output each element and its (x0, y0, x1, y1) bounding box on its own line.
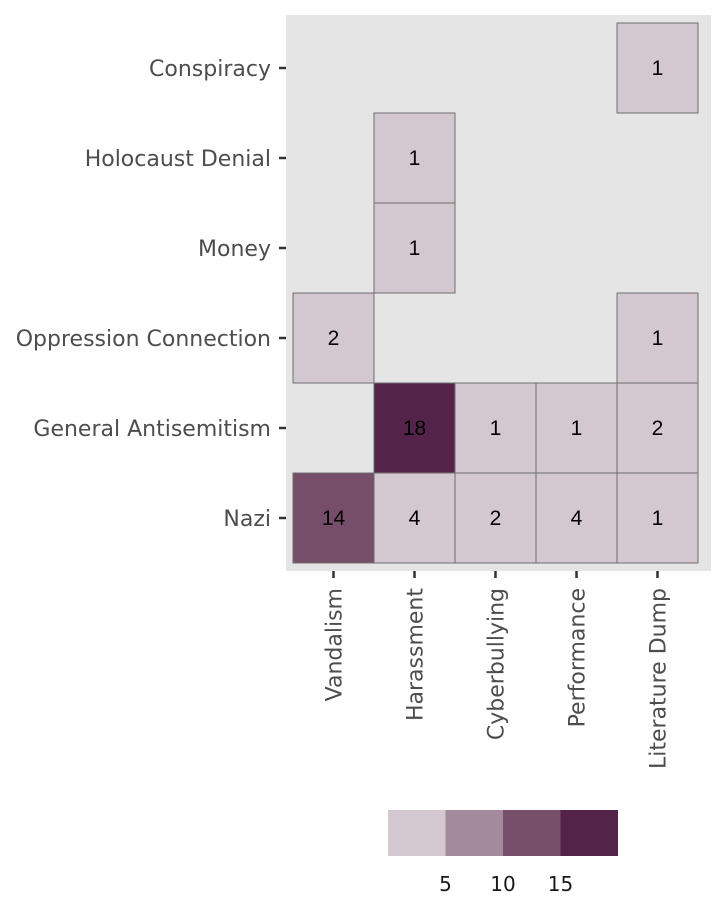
cell-literature-dump-oppression-connection (616, 292, 699, 384)
cell-value-literature-dump-general-antisemitism: 2 (652, 417, 664, 440)
y-tick-label-general-antisemitism: General Antisemitism (33, 417, 271, 442)
cell-value-cyberbullying-nazi: 2 (490, 507, 502, 530)
legend-swatch-20 (560, 810, 618, 856)
heatmap-cells: 1 1 1 2 1 18 1 1 2 14 4 2 4 1 (292, 22, 699, 564)
x-tick-label-performance: Performance (566, 588, 591, 727)
y-tick-label-holocaust-denial: Holocaust Denial (85, 147, 271, 172)
cell-vandalism-nazi (292, 472, 375, 564)
cell-value-performance-nazi: 4 (571, 507, 583, 530)
cell-value-harassment-general-antisemitism: 18 (403, 417, 426, 440)
x-tick-label-literature-dump: Literature Dump (647, 588, 672, 769)
color-legend: 5 10 15 (388, 810, 618, 896)
cell-value-vandalism-oppression-connection: 2 (328, 327, 340, 350)
legend-tick-label-15: 15 (548, 872, 573, 896)
x-tick-label-cyberbullying: Cyberbullying (485, 588, 510, 740)
cell-harassment-nazi (373, 472, 456, 564)
x-tick-label-harassment: Harassment (404, 588, 429, 721)
cell-value-performance-general-antisemitism: 1 (571, 417, 583, 440)
cell-literature-dump-general-antisemitism (616, 382, 699, 474)
cell-cyberbullying-nazi (454, 472, 537, 564)
x-tick-label-vandalism: Vandalism (323, 588, 348, 701)
x-axis: Vandalism Harassment Cyberbullying Performa… (323, 571, 672, 769)
cell-value-harassment-money: 1 (409, 237, 421, 260)
legend-tick-label-5: 5 (439, 872, 452, 896)
y-tick-label-conspiracy: Conspiracy (149, 57, 271, 82)
cell-literature-dump-conspiracy (616, 22, 699, 114)
cell-value-literature-dump-oppression-connection: 1 (652, 327, 664, 350)
cell-value-cyberbullying-general-antisemitism: 1 (490, 417, 502, 440)
cell-performance-general-antisemitism (535, 382, 618, 474)
cell-value-harassment-nazi: 4 (409, 507, 421, 530)
cell-value-literature-dump-conspiracy: 1 (652, 57, 664, 80)
y-tick-label-money: Money (198, 237, 271, 262)
cell-harassment-holocaust-denial (373, 112, 456, 204)
cell-performance-nazi (535, 472, 618, 564)
y-axis: Conspiracy Holocaust Denial Money Oppressio… (16, 57, 286, 532)
y-tick-label-oppression-connection: Oppression Connection (16, 327, 271, 352)
cell-literature-dump-nazi (616, 472, 699, 564)
legend-swatch-15 (503, 810, 561, 856)
legend-swatch-5 (388, 810, 446, 856)
cell-value-harassment-holocaust-denial: 1 (409, 147, 421, 170)
legend-swatch-10 (445, 810, 503, 856)
cell-value-vandalism-nazi: 14 (322, 507, 346, 530)
y-tick-label-nazi: Nazi (223, 507, 271, 532)
legend-tick-label-10: 10 (490, 872, 515, 896)
cell-vandalism-oppression-connection (292, 292, 375, 384)
cell-harassment-money (373, 202, 456, 294)
cell-value-literature-dump-nazi: 1 (652, 507, 664, 530)
